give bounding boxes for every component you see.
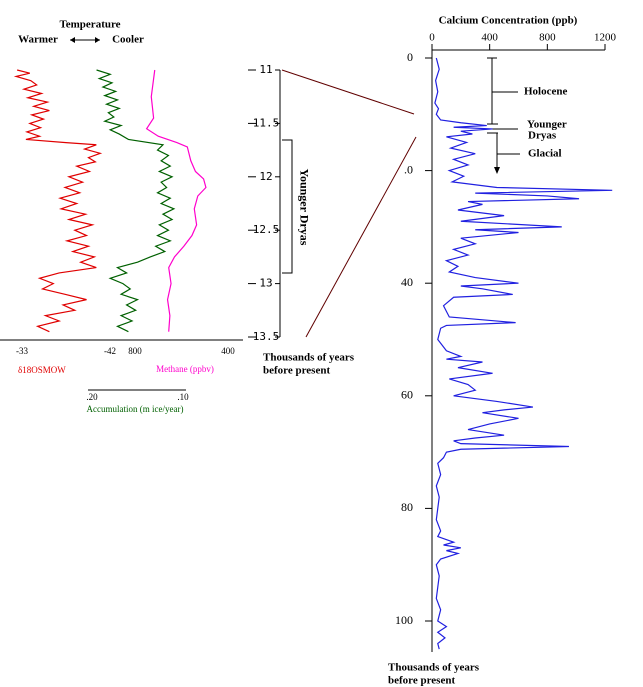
period-brackets bbox=[487, 57, 520, 174]
period-label: Holocene bbox=[524, 86, 567, 98]
age-tick-label: 12.5 bbox=[253, 223, 280, 236]
value-tick-label: 800 bbox=[128, 346, 142, 356]
value-tick-label: -33 bbox=[16, 346, 28, 356]
younger-dryas-label: Younger Dryas bbox=[297, 169, 311, 246]
age-tick-label: 12 bbox=[259, 170, 272, 183]
value-tick-label: 400 bbox=[221, 346, 235, 356]
age-tick-label: 11.5 bbox=[253, 116, 280, 129]
warmer-label: Warmer bbox=[18, 34, 58, 46]
time-label: Thousands of years bbox=[263, 352, 355, 364]
period-label: Younger bbox=[527, 119, 567, 131]
x-tick-label: 400 bbox=[481, 32, 498, 44]
x-tick-label: 1200 bbox=[594, 32, 617, 44]
y-tick-label: 80 bbox=[401, 500, 413, 514]
connector bbox=[305, 136, 417, 338]
period-label: Glacial bbox=[528, 148, 562, 160]
period-label: Dryas bbox=[528, 130, 557, 142]
age-tick-label: 13.5 bbox=[253, 330, 280, 343]
age-tick-label: 11 bbox=[259, 63, 272, 76]
data-line bbox=[13, 69, 103, 333]
y-tick-label: 0 bbox=[407, 50, 413, 64]
time-label: before present bbox=[263, 365, 330, 377]
y-tick-label: 60 bbox=[401, 388, 413, 402]
x-tick-label: 0 bbox=[429, 32, 435, 44]
double-arrow bbox=[70, 37, 100, 43]
age-label: before present bbox=[388, 675, 455, 687]
age-label: Thousands of years bbox=[388, 662, 480, 674]
y-tick-label: 40 bbox=[401, 275, 413, 289]
cooler-label: Cooler bbox=[112, 34, 144, 46]
temperature-title: Temperature bbox=[59, 19, 120, 31]
value-tick-label: -42 bbox=[104, 346, 116, 356]
value-tick-label: .20 bbox=[86, 392, 98, 402]
data-line bbox=[96, 69, 176, 333]
data-line bbox=[434, 57, 613, 650]
age-tick-label: 13 bbox=[259, 277, 272, 290]
series-label: Accumulation (m ice/year) bbox=[87, 404, 184, 414]
series-label: δ18OSMOW bbox=[18, 365, 66, 375]
y-tick-label: 100 bbox=[395, 613, 413, 627]
calcium-title: Calcium Concentration (ppb) bbox=[439, 15, 578, 27]
data-line bbox=[145, 69, 207, 332]
connector bbox=[281, 69, 415, 115]
series-label: Methane (ppbv) bbox=[156, 364, 214, 374]
younger-dryas-bracket bbox=[282, 139, 293, 274]
x-tick-label: 800 bbox=[539, 32, 556, 44]
y-tick-label: .0 bbox=[404, 162, 413, 176]
value-tick-label: .10 bbox=[177, 392, 189, 402]
